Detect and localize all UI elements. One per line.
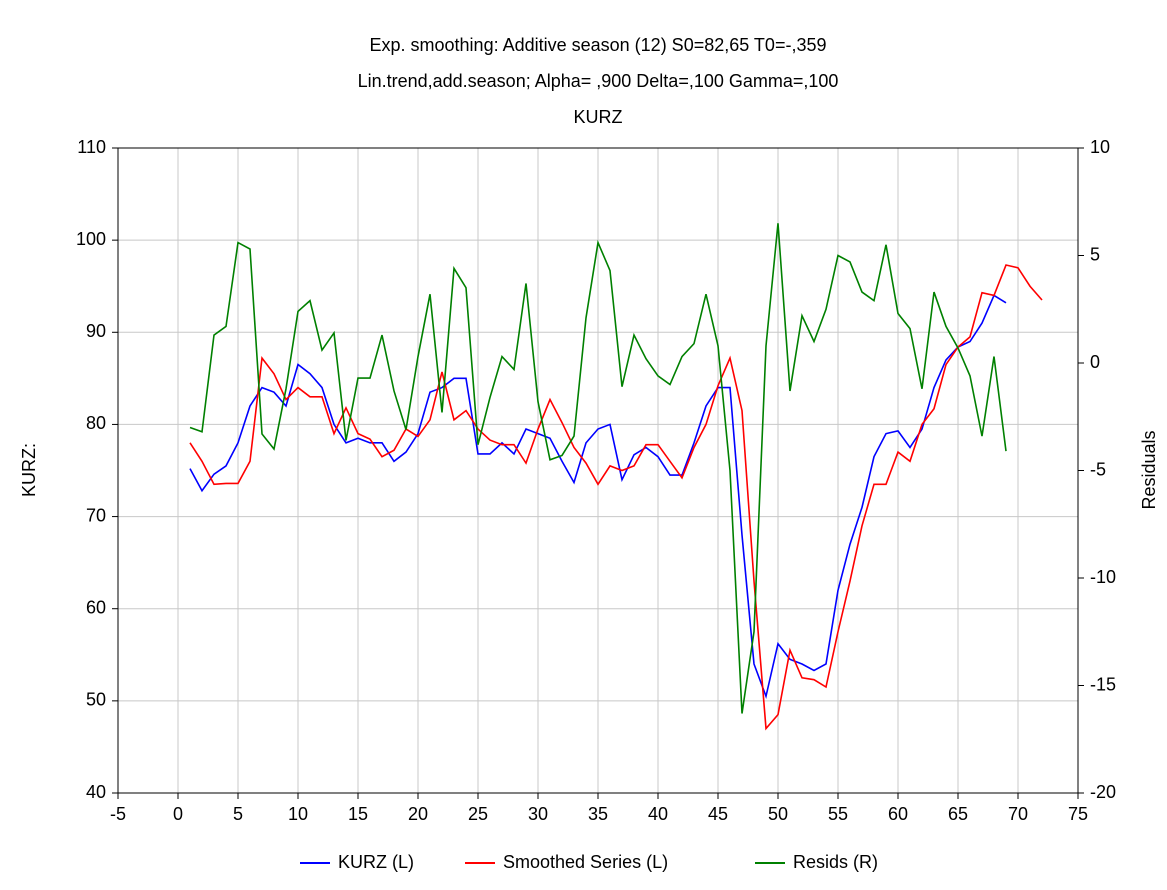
x-tick-label: 25 — [468, 804, 488, 824]
x-tick-label: 75 — [1068, 804, 1088, 824]
x-tick-label: 70 — [1008, 804, 1028, 824]
series-line — [189, 294, 1007, 700]
plot-frame — [117, 147, 1079, 794]
x-tick-label: 40 — [648, 804, 668, 824]
series-line — [189, 223, 1007, 714]
x-tick-label: 5 — [233, 804, 243, 824]
y-tick-label: 70 — [86, 505, 106, 525]
chart-subtitle: Lin.trend,add.season; Alpha= ,900 Delta=… — [358, 71, 839, 91]
x-tick-label: 0 — [173, 804, 183, 824]
x-tick-label: 10 — [288, 804, 308, 824]
x-tick-label: 15 — [348, 804, 368, 824]
chart-title: Exp. smoothing: Additive season (12) S0=… — [370, 35, 827, 55]
legend-label: KURZ (L) — [338, 852, 414, 872]
x-tick-label: -5 — [110, 804, 126, 824]
legend-label: Smoothed Series (L) — [503, 852, 668, 872]
y-tick-label: 90 — [86, 321, 106, 341]
x-tick-label: 35 — [588, 804, 608, 824]
x-tick-label: 55 — [828, 804, 848, 824]
legend-label: Resids (R) — [793, 852, 878, 872]
x-tick-label: 30 — [528, 804, 548, 824]
y-axis-label: KURZ: — [19, 443, 39, 497]
y-tick-label: 40 — [86, 782, 106, 802]
y-tick-label: 60 — [86, 597, 106, 617]
x-tick-label: 45 — [708, 804, 728, 824]
y2-tick-label: -5 — [1090, 459, 1106, 479]
y-tick-label: 100 — [76, 229, 106, 249]
y2-tick-label: -15 — [1090, 674, 1116, 694]
y2-tick-label: -20 — [1090, 782, 1116, 802]
x-tick-label: 20 — [408, 804, 428, 824]
y-tick-label: 110 — [77, 137, 106, 157]
y-tick-label: 80 — [86, 413, 106, 433]
chart-subtitle: KURZ — [574, 107, 623, 127]
series-line — [189, 264, 1043, 731]
y2-tick-label: -10 — [1090, 567, 1116, 587]
y2-axis-label: Residuals — [1139, 430, 1159, 509]
x-tick-label: 60 — [888, 804, 908, 824]
y2-tick-label: 0 — [1090, 352, 1100, 372]
y2-tick-label: 10 — [1090, 137, 1110, 157]
y2-tick-label: 5 — [1090, 244, 1100, 264]
x-tick-label: 65 — [948, 804, 968, 824]
x-tick-label: 50 — [768, 804, 788, 824]
y-tick-label: 50 — [86, 690, 106, 710]
